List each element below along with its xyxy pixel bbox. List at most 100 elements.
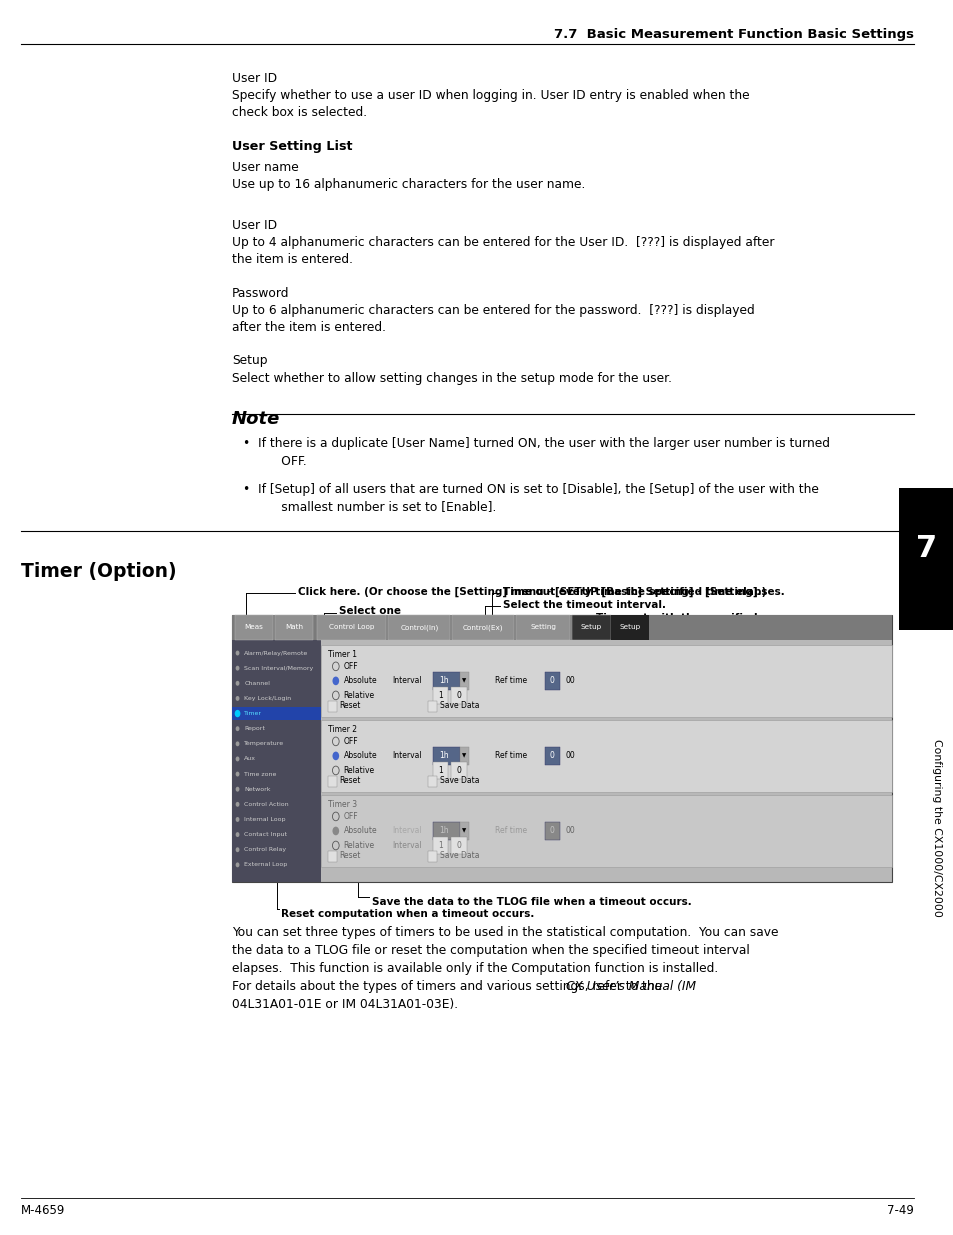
Text: 0: 0 bbox=[456, 690, 461, 700]
Bar bbox=[328, 700, 336, 711]
Text: Reset: Reset bbox=[339, 851, 360, 860]
Bar bbox=[232, 640, 320, 882]
Text: Control Relay: Control Relay bbox=[244, 847, 286, 852]
Text: 0: 0 bbox=[456, 766, 461, 774]
Text: Select whether to allow setting changes in the setup mode for the user.: Select whether to allow setting changes … bbox=[232, 372, 671, 385]
Text: Setup: Setup bbox=[580, 625, 601, 630]
Text: Up to 6 alphanumeric characters can be entered for the password.  [???] is displ: Up to 6 alphanumeric characters can be e… bbox=[232, 304, 754, 335]
Bar bbox=[433, 687, 448, 704]
Text: Alarm/Relay/Remote: Alarm/Relay/Remote bbox=[244, 651, 308, 656]
Text: Relative: Relative bbox=[343, 766, 375, 774]
Text: ▼: ▼ bbox=[462, 753, 466, 758]
Text: Interval: Interval bbox=[392, 826, 421, 835]
Text: Ref time: Ref time bbox=[495, 751, 527, 761]
Text: 0: 0 bbox=[549, 751, 555, 761]
Bar bbox=[320, 794, 891, 867]
Text: 0: 0 bbox=[456, 841, 461, 850]
Text: Relative: Relative bbox=[343, 841, 375, 850]
Text: 7-49: 7-49 bbox=[886, 1204, 913, 1216]
Text: Configuring the CX1000/CX2000: Configuring the CX1000/CX2000 bbox=[931, 739, 941, 916]
Text: Relative: Relative bbox=[343, 690, 375, 700]
Text: Contact Input: Contact Input bbox=[244, 832, 287, 837]
Text: ▼: ▼ bbox=[462, 829, 466, 834]
Circle shape bbox=[235, 757, 239, 762]
Text: For details about the types of timers and various settings, refer to the: For details about the types of timers an… bbox=[232, 981, 665, 993]
Bar bbox=[316, 615, 386, 640]
Text: Math: Math bbox=[285, 625, 302, 630]
Text: 00: 00 bbox=[565, 751, 575, 761]
Circle shape bbox=[235, 818, 239, 823]
Text: ▼: ▼ bbox=[462, 678, 466, 683]
Text: Interval: Interval bbox=[392, 677, 421, 685]
Text: 1h: 1h bbox=[438, 751, 448, 761]
Circle shape bbox=[235, 802, 239, 806]
Circle shape bbox=[235, 666, 239, 671]
Text: External Loop: External Loop bbox=[244, 862, 287, 867]
Circle shape bbox=[235, 862, 239, 867]
Bar bbox=[451, 762, 466, 779]
Text: Control Action: Control Action bbox=[244, 802, 289, 806]
Bar bbox=[433, 823, 459, 840]
Text: Ref time: Ref time bbox=[495, 826, 527, 835]
Circle shape bbox=[235, 772, 239, 777]
Circle shape bbox=[235, 847, 239, 852]
Text: Timer 2: Timer 2 bbox=[328, 725, 356, 734]
Bar bbox=[232, 708, 320, 720]
Bar bbox=[451, 687, 466, 704]
Bar bbox=[452, 615, 514, 640]
Text: Channel: Channel bbox=[244, 680, 270, 685]
Bar bbox=[428, 776, 436, 787]
Bar bbox=[274, 615, 313, 640]
Text: CX User’s Manual (IM: CX User’s Manual (IM bbox=[565, 981, 696, 993]
Text: Absolute: Absolute bbox=[343, 677, 376, 685]
Text: Reset computation when a timeout occurs.: Reset computation when a timeout occurs. bbox=[281, 909, 535, 919]
Text: User name: User name bbox=[232, 161, 298, 174]
Bar bbox=[433, 747, 459, 764]
Bar bbox=[428, 700, 436, 711]
Text: Setup: Setup bbox=[232, 354, 267, 368]
Bar bbox=[388, 615, 450, 640]
Text: Network: Network bbox=[244, 787, 271, 792]
Text: Save the data to the TLOG file when a timeout occurs.: Save the data to the TLOG file when a ti… bbox=[372, 897, 691, 906]
Text: Absolute: Absolute bbox=[343, 826, 376, 835]
Text: Reset: Reset bbox=[339, 701, 360, 710]
Text: Scan Interval/Memory: Scan Interval/Memory bbox=[244, 666, 314, 671]
Text: Control(Ex): Control(Ex) bbox=[462, 624, 503, 631]
Text: OFF: OFF bbox=[343, 737, 357, 746]
Bar bbox=[320, 645, 891, 718]
Text: OFF: OFF bbox=[343, 662, 357, 671]
Bar bbox=[544, 823, 559, 840]
Text: M-4659: M-4659 bbox=[21, 1204, 66, 1216]
Text: Select the timeout interval.: Select the timeout interval. bbox=[502, 600, 665, 610]
Text: Time zone: Time zone bbox=[244, 772, 276, 777]
Text: If there is a duplicate [User Name] turned ON, the user with the larger user num: If there is a duplicate [User Name] turn… bbox=[257, 437, 829, 468]
Text: Up to 4 alphanumeric characters can be entered for the User ID.  [???] is displa: Up to 4 alphanumeric characters can be e… bbox=[232, 236, 774, 267]
Text: Timer 1: Timer 1 bbox=[328, 650, 356, 658]
Text: Ref time: Ref time bbox=[495, 677, 527, 685]
Text: Use up to 16 alphanumeric characters for the user name.: Use up to 16 alphanumeric characters for… bbox=[232, 178, 584, 191]
Circle shape bbox=[235, 680, 239, 685]
Text: 0: 0 bbox=[549, 677, 555, 685]
Bar bbox=[544, 747, 559, 764]
Text: User Setting List: User Setting List bbox=[232, 140, 352, 153]
Circle shape bbox=[332, 677, 338, 685]
Text: Note: Note bbox=[232, 410, 280, 429]
Text: 04L31A01-01E or IM 04L31A01-03E).: 04L31A01-01E or IM 04L31A01-03E). bbox=[232, 998, 457, 1011]
Text: Save Data: Save Data bbox=[439, 851, 478, 860]
Bar bbox=[610, 615, 648, 640]
Circle shape bbox=[332, 826, 338, 835]
Text: User ID: User ID bbox=[232, 219, 276, 232]
Circle shape bbox=[235, 726, 239, 731]
Bar bbox=[433, 762, 448, 779]
Text: Key Lock/Login: Key Lock/Login bbox=[244, 697, 291, 701]
Bar bbox=[428, 851, 436, 862]
Bar bbox=[451, 837, 466, 855]
Text: Specify whether to use a user ID when logging in. User ID entry is enabled when : Specify whether to use a user ID when lo… bbox=[232, 89, 749, 120]
Text: 1: 1 bbox=[438, 690, 442, 700]
Bar bbox=[320, 720, 891, 792]
Text: Aux: Aux bbox=[244, 757, 256, 762]
Bar bbox=[544, 672, 559, 689]
Text: •: • bbox=[242, 437, 250, 451]
Circle shape bbox=[332, 752, 338, 761]
Bar bbox=[572, 615, 610, 640]
